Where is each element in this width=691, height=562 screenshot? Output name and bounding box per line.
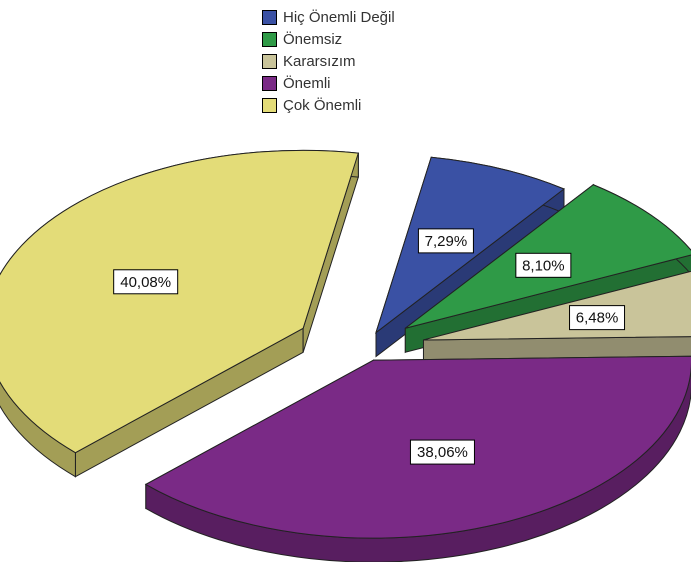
legend-item: Çok Önemli — [262, 94, 395, 116]
slice-value-label: 38,06% — [409, 439, 475, 465]
legend-label: Önemli — [283, 74, 331, 92]
legend-label: Çok Önemli — [283, 96, 362, 114]
slice-percent-text: 40,08% — [120, 274, 171, 291]
slice-percent-text: 7,29% — [425, 233, 468, 250]
legend-item: Önemsiz — [262, 28, 395, 50]
legend-swatch — [262, 31, 277, 47]
legend-item: Önemli — [262, 72, 395, 94]
legend-item: Hiç Önemli Değil — [262, 6, 395, 28]
legend-swatch — [262, 97, 277, 113]
slice-value-label: 8,10% — [515, 252, 572, 278]
slice-percent-text: 8,10% — [522, 257, 565, 274]
slice-percent-text: 38,06% — [417, 444, 468, 461]
legend-swatch — [262, 53, 277, 69]
slice-value-label: 7,29% — [417, 228, 474, 254]
legend-label: Kararsızım — [283, 52, 356, 70]
legend-label: Önemsiz — [283, 30, 343, 48]
legend-swatch — [262, 75, 277, 91]
chart-legend: Hiç Önemli Değil Önemsiz Kararsızım Önemli Ç… — [262, 6, 395, 116]
legend-swatch — [262, 9, 277, 25]
legend-label: Hiç Önemli Değil — [283, 8, 395, 26]
legend-item: Kararsızım — [262, 50, 395, 72]
pie-slice — [0, 149, 359, 478]
slice-value-label: 6,48% — [569, 305, 626, 331]
slice-value-label: 40,08% — [113, 269, 179, 295]
slice-percent-text: 6,48% — [576, 310, 619, 327]
